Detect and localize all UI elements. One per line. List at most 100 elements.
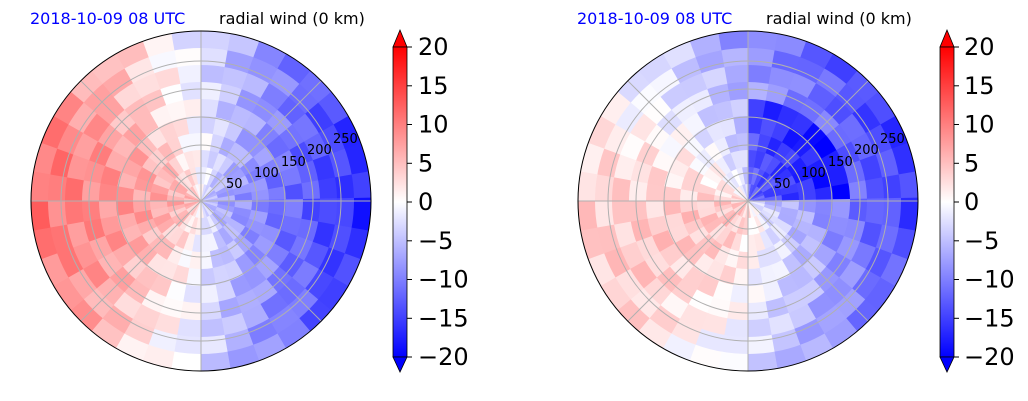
panel-2-field-cell	[701, 312, 730, 336]
panel-2-field-cell	[874, 145, 900, 178]
panel-1-field-cell	[112, 40, 149, 71]
panel-1-field-cell	[140, 156, 162, 177]
panel-2-field-cell	[827, 214, 850, 237]
panel-1-field-cell	[141, 226, 163, 247]
panel-2-field-cell	[698, 66, 728, 91]
panel-1-field-cell	[304, 239, 331, 270]
panel-1: 2018-10-09 08 UTC radial wind (0 km) 50 …	[30, 9, 469, 373]
panel-1-field-cell	[317, 121, 346, 155]
panel-1-colorbar-label-5: 5	[418, 149, 433, 177]
panel-1-field-cell	[201, 284, 221, 304]
panel-2-radial-tick-labels: 50 100 150 200 250	[774, 132, 905, 192]
panel-2-field-cell	[729, 150, 743, 170]
panel-1-field-cell	[218, 226, 235, 246]
panel-1-field-cell	[201, 201, 219, 208]
panel-1-field-cell	[218, 244, 237, 266]
panel-1-field-cell	[194, 217, 202, 236]
panel-2-field-cell	[680, 209, 701, 226]
panel-2-field-cell	[594, 174, 615, 205]
panel-1-field-cell	[296, 216, 320, 242]
panel-2-field-cell	[821, 51, 858, 84]
panel-2-field-cell	[764, 155, 782, 175]
panel-1-field-cell	[211, 152, 227, 172]
panel-1-field-cell	[214, 209, 232, 224]
panel-2-field-cell	[578, 171, 598, 205]
panel-1-field-cell	[31, 171, 51, 205]
panel-1-field-cell	[88, 53, 125, 86]
panel-1-field-cell	[215, 206, 234, 219]
panel-2-field-cell	[765, 244, 784, 266]
panel-1-field-cell	[184, 192, 201, 201]
panel-2-field-cell	[645, 201, 665, 221]
panel-1-field-cell	[71, 132, 98, 163]
panel-1-field-cell	[201, 317, 228, 338]
panel-1-field-cell	[183, 215, 196, 234]
panel-2-field-cell	[760, 178, 778, 193]
panel-1-field-cell	[221, 49, 254, 74]
panel-1-field-cell	[155, 141, 176, 163]
panel-1-field-cell	[253, 331, 290, 362]
panel-2-field-cell	[713, 203, 733, 214]
panel-1-field-cell	[175, 230, 191, 250]
panel-1-field-cell	[201, 201, 217, 213]
panel-1-field-cell	[232, 206, 252, 219]
panel-1-field-cell	[192, 201, 201, 218]
panel-1-field-cell	[133, 177, 154, 194]
panel-1-field-cell	[232, 147, 254, 169]
panel-1-field-cell	[166, 203, 186, 214]
panel-2-field-cell	[831, 198, 851, 219]
panel-2-radial-tick-250: 250	[880, 132, 905, 147]
panel-1-field-cell	[201, 234, 211, 253]
panel-2-colorbar-ticks	[954, 46, 959, 358]
panel-2-field-cell	[756, 213, 771, 231]
panel-1-field-cell	[170, 178, 188, 193]
panel-2-field-cell	[731, 201, 748, 211]
panel-2-field-cell	[703, 218, 723, 235]
panel-1-colorbar: 20 15 10 5 0 −5 −10 −15 −20	[392, 28, 469, 373]
panel-1-field-cell	[98, 183, 118, 204]
panel-1-field-cell	[155, 167, 175, 185]
panel-2-field-cell	[712, 136, 731, 158]
panel-1-field-cell	[121, 56, 155, 85]
panel-2-field-cell	[748, 201, 760, 217]
panel-2-field-cell	[846, 296, 881, 332]
panel-2-field-cell	[744, 47, 775, 68]
panel-1-field-cell	[191, 149, 201, 168]
panel-2-field-cell	[762, 183, 781, 196]
panel-1-field-cell	[115, 201, 135, 218]
panel-1-field-cell	[230, 174, 250, 190]
panel-1-field-cell	[149, 192, 168, 203]
panel-1-field-cell	[311, 151, 336, 181]
panel-1-field-cell	[225, 140, 246, 162]
panel-2-field-cell	[736, 201, 748, 217]
panel-1-field-cell	[250, 39, 287, 69]
panel-1-field-cell	[251, 199, 270, 213]
panel-1-field-cell	[103, 149, 128, 174]
panel-2-field-cell	[864, 174, 885, 201]
panel-2-field-cell	[859, 219, 883, 248]
panel-2-field-cell	[695, 233, 717, 255]
panel-1-field-cell	[47, 174, 68, 205]
panel-1-field-cell	[174, 152, 190, 172]
panel-2-field-cell	[587, 253, 618, 290]
panel-1-radial-tick-50: 50	[226, 177, 243, 192]
panel-2-field-cell	[898, 168, 918, 201]
panel-2-field-cell	[748, 185, 760, 201]
panel-1-field-cell	[186, 267, 203, 287]
panel-2-colorbar-label-neg5: −5	[964, 227, 999, 255]
panel-2-field-cell	[758, 116, 778, 138]
panel-2-field-cell	[668, 56, 702, 85]
panel-2-field-cell	[773, 167, 793, 184]
panel-2-field-cell	[646, 165, 669, 188]
panel-1-colorbar-label-0: 0	[418, 188, 433, 216]
panel-2-field-cell	[724, 81, 748, 101]
panel-2-colorbar-label-neg10: −10	[964, 266, 1015, 294]
panel-1-field-cell	[183, 284, 204, 304]
panel-2-field-cell	[761, 99, 784, 122]
panel-1-field-cell	[149, 201, 168, 211]
panel-1-field-cell	[166, 194, 185, 202]
panel-2-field-cell	[714, 156, 731, 176]
panel-1-field-cell	[201, 201, 218, 210]
panel-2-field-cell	[748, 201, 758, 218]
panel-1-colorbar-label-10: 10	[418, 111, 449, 139]
